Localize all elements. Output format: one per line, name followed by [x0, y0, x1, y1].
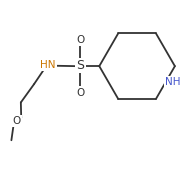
Text: S: S: [76, 59, 84, 72]
Text: O: O: [76, 35, 84, 45]
Text: O: O: [12, 116, 21, 126]
Text: O: O: [76, 88, 84, 98]
Text: NH: NH: [165, 77, 181, 87]
Text: HN: HN: [40, 60, 56, 70]
